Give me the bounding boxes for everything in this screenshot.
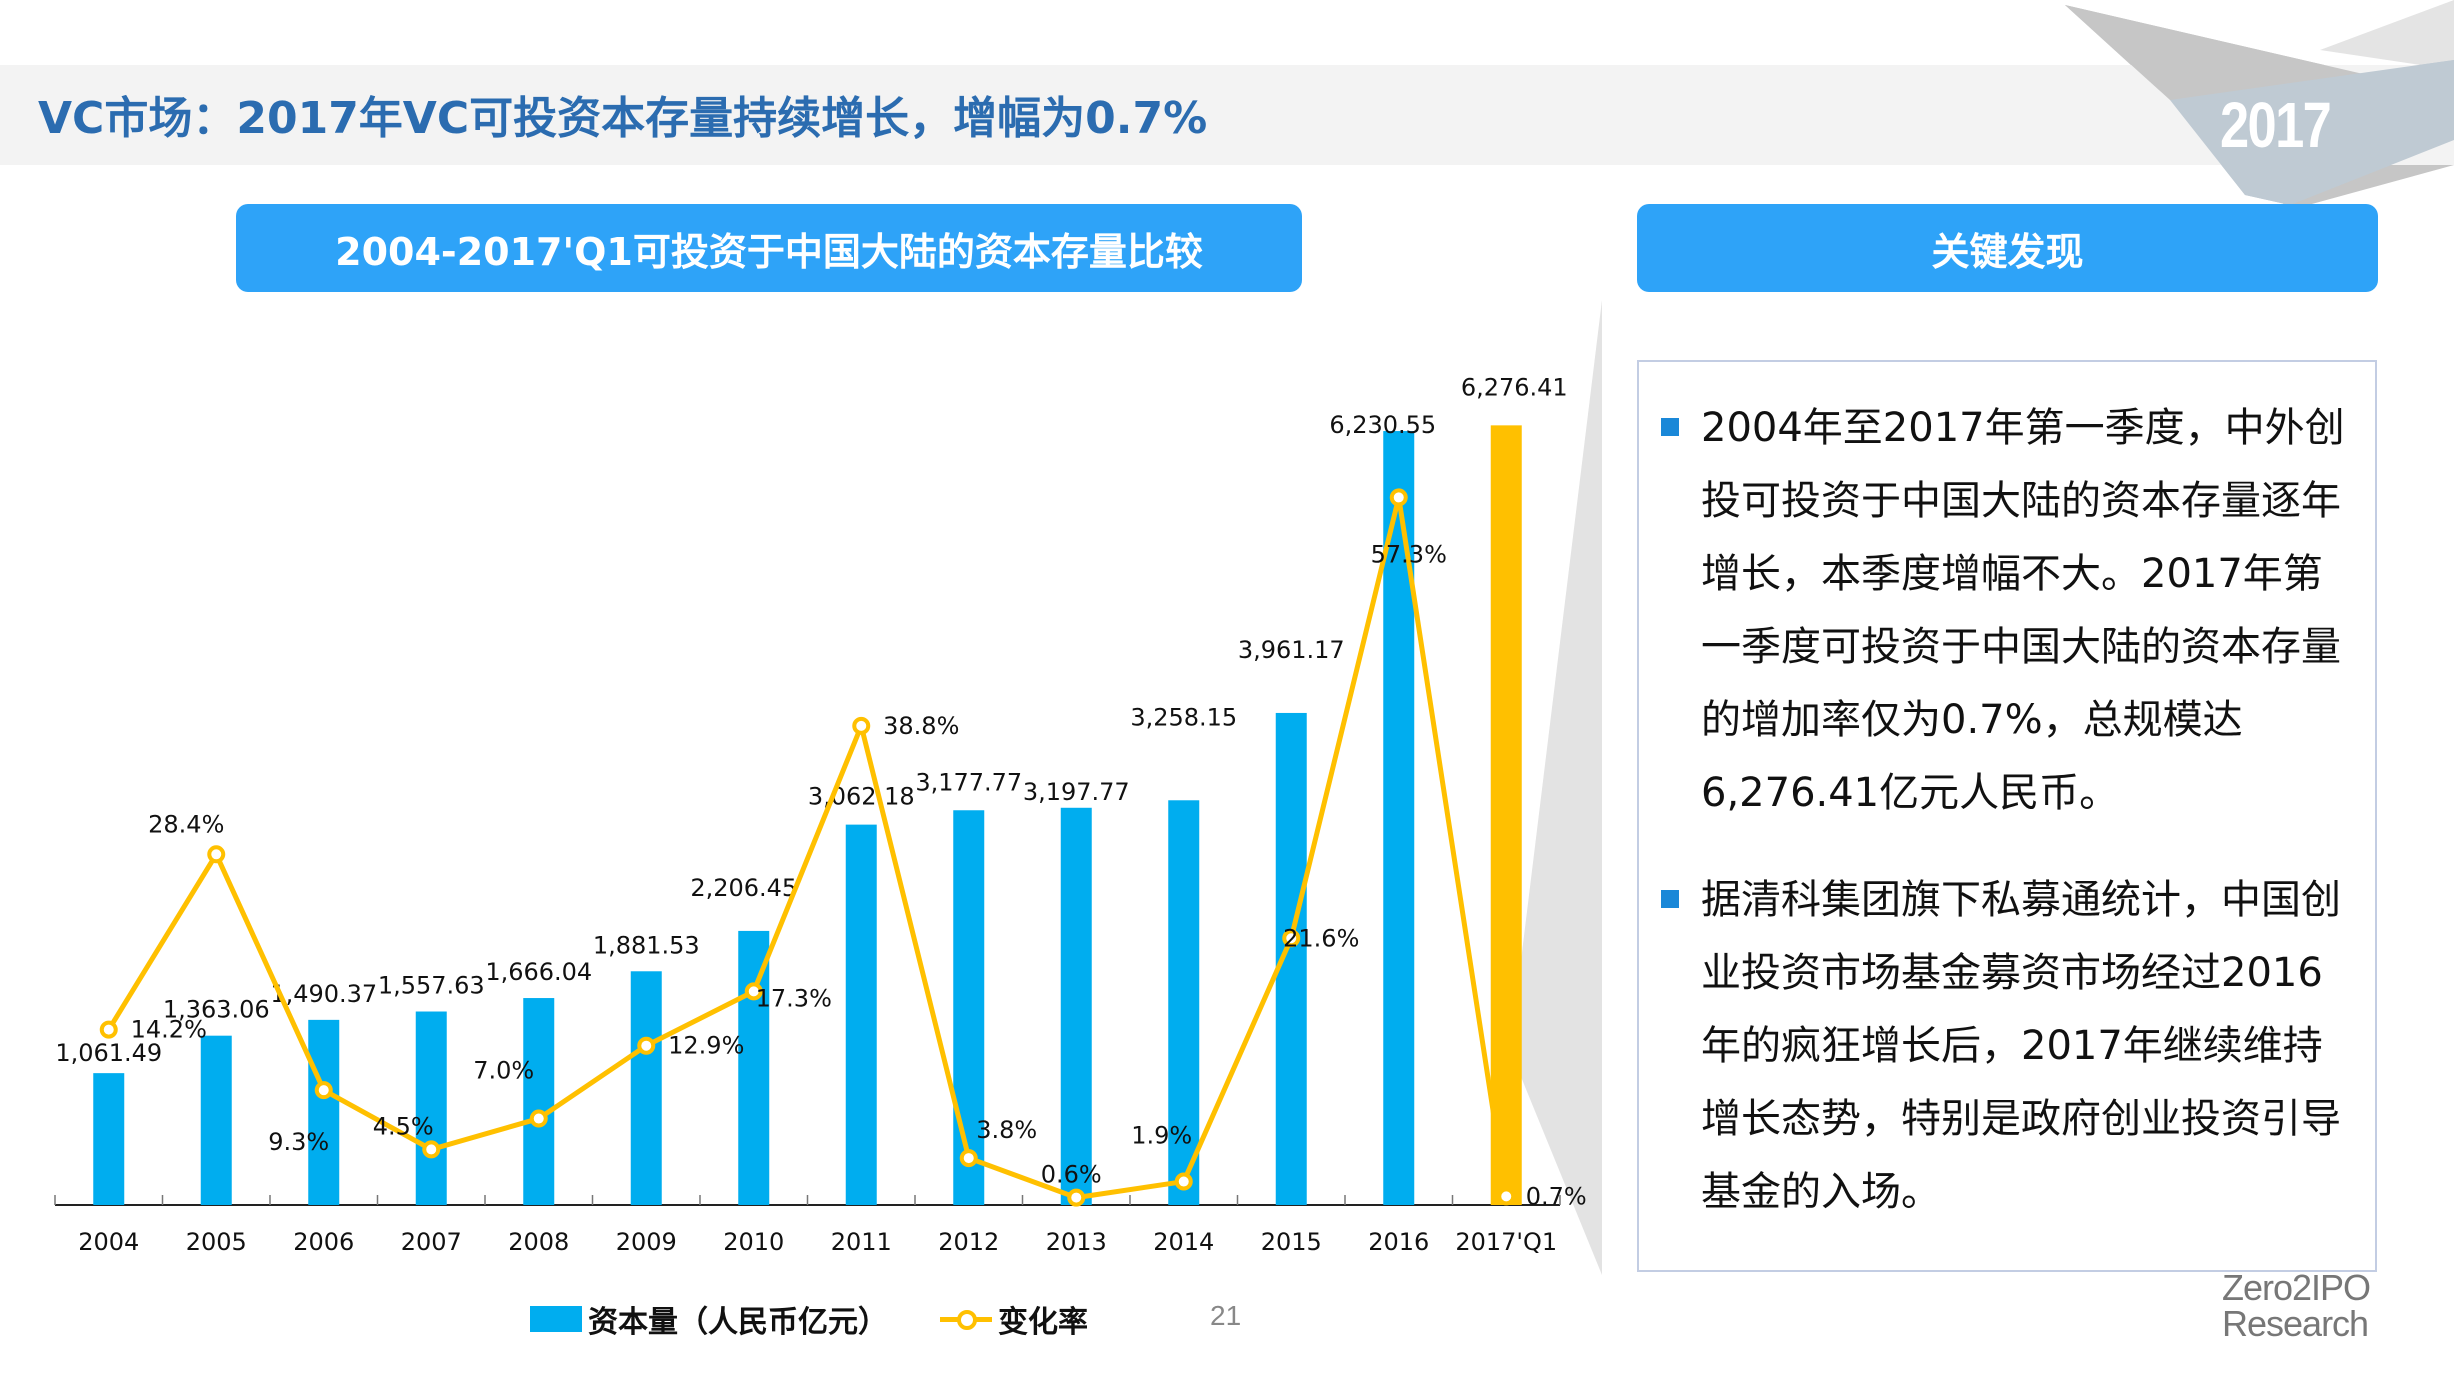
finding-item: 2004年至2017年第一季度，中外创投可投资于中国大陆的资本存量逐年增长，本季… xyxy=(1661,392,2351,830)
page-title: VC市场：2017年VC可投资本存量持续增长，增幅为0.7% xyxy=(38,93,1208,144)
x-tick-label: 2011 xyxy=(831,1228,892,1256)
bar-2008 xyxy=(523,998,555,1205)
x-tick-label: 2005 xyxy=(186,1228,247,1256)
bar-value-label: 1,490.37 xyxy=(270,980,377,1008)
deco-chevron-grey xyxy=(1510,300,1602,1275)
bar-value-label: 1,363.06 xyxy=(163,996,270,1024)
change-rate-point-2013 xyxy=(1067,1188,1086,1207)
findings-header: 关键发现 xyxy=(1637,204,2378,292)
x-tick-label: 2004 xyxy=(78,1228,139,1256)
x-tick-label: 2014 xyxy=(1153,1228,1214,1256)
bar-value-label: 3,197.77 xyxy=(1023,778,1130,806)
legend-bar-swatch xyxy=(530,1306,582,1332)
chart-header: 2004-2017'Q1可投资于中国大陆的资本存量比较 xyxy=(236,204,1302,292)
x-tick-label: 2009 xyxy=(616,1228,677,1256)
title-band xyxy=(0,65,2454,165)
finding-item: 据清科集团旗下私募通统计，中国创业投资市场基金募资市场经过2016年的疯狂增长后… xyxy=(1661,864,2351,1229)
change-rate-point-2011 xyxy=(852,716,871,735)
year-badge: 2017 xyxy=(2220,89,2332,161)
bar-value-label: 1,881.53 xyxy=(593,931,700,959)
chart: 1,061.491,363.061,490.37 1,557.63 1,666.04… xyxy=(54,373,1587,1256)
legend-line-label: 变化率 xyxy=(998,1305,1088,1340)
change-rate-point-2006 xyxy=(314,1081,333,1100)
change-rate-point-2010 xyxy=(744,982,763,1001)
bar-value-label: 1,061.49 xyxy=(55,1039,162,1067)
change-rate-point-2017'Q1 xyxy=(1497,1187,1516,1206)
bar-2012 xyxy=(953,810,985,1205)
legend-item-capital: 资本量（人民币亿元） xyxy=(530,1297,888,1341)
finding-text: 2004年至2017年第一季度，中外创投可投资于中国大陆的资本存量逐年增长，本季… xyxy=(1701,405,2345,816)
bar-2017'Q1 xyxy=(1490,425,1522,1206)
bar-2011 xyxy=(845,824,877,1205)
bar-value-label: 3,258.15 xyxy=(1130,703,1237,731)
x-tick-label: 2007 xyxy=(401,1228,462,1256)
bar-value-label: 1,666.04 xyxy=(485,958,592,986)
change-rate-label: 0.6% xyxy=(1041,1161,1102,1189)
change-rate-point-2005 xyxy=(207,845,226,864)
change-rate-label: 9.3% xyxy=(268,1128,329,1156)
change-rate-label: 0.7% xyxy=(1526,1182,1587,1210)
change-rate-label: 17.3% xyxy=(756,984,832,1012)
bar-2007 xyxy=(415,1011,447,1205)
change-rate-point-2012 xyxy=(959,1149,978,1168)
bar-2014 xyxy=(1168,800,1200,1205)
change-rate-label: 38.8% xyxy=(883,712,959,740)
change-rate-point-2009 xyxy=(637,1036,656,1055)
bar-value-label: 6,276.41 xyxy=(1461,373,1568,401)
deco-triangle-blue-over xyxy=(2170,60,2454,205)
change-rate-label: 28.4% xyxy=(148,810,224,838)
change-rate-point-2015 xyxy=(1282,929,1301,948)
bar-value-label: 2,206.45 xyxy=(690,874,797,902)
change-rate-line xyxy=(106,494,1509,1201)
change-rate-point-2004 xyxy=(99,1020,118,1039)
bar-value-label: 3,062.18 xyxy=(808,783,915,811)
x-tick-label: 2008 xyxy=(508,1228,569,1256)
page-number: 21 xyxy=(1210,1300,1242,1331)
change-rate-label: 3.8% xyxy=(976,1116,1037,1144)
change-rate-label: 1.9% xyxy=(1131,1122,1192,1150)
change-rate-point-2016 xyxy=(1389,488,1408,507)
x-tick-label: 2006 xyxy=(293,1228,354,1256)
logo-line1: Zero2IPO xyxy=(2222,1267,2371,1308)
change-rate-point-2008 xyxy=(529,1109,548,1128)
change-rate-label: 7.0% xyxy=(473,1057,534,1085)
change-rate-label: 21.6% xyxy=(1283,924,1359,952)
bar-2005 xyxy=(200,1035,232,1205)
change-rate-point-2007 xyxy=(422,1140,441,1159)
change-rate-label: 14.2% xyxy=(131,1016,207,1044)
legend-item-change-rate: 变化率 xyxy=(940,1297,1088,1341)
legend-bar-label: 资本量（人民币亿元） xyxy=(588,1305,888,1340)
bar-value-label: 3,177.77 xyxy=(915,768,1022,796)
x-tick-label: 2015 xyxy=(1261,1228,1322,1256)
bullet-square-icon xyxy=(1661,890,1679,908)
logo-line2: Research xyxy=(2222,1303,2369,1344)
bar-2013 xyxy=(1060,807,1092,1205)
bullet-square-icon xyxy=(1661,418,1679,436)
bar-value-label: 6,230.55 xyxy=(1329,411,1436,439)
bar-2004 xyxy=(93,1073,125,1205)
x-tick-label: 2016 xyxy=(1368,1228,1429,1256)
x-tick-label: 2010 xyxy=(723,1228,784,1256)
bar-2010 xyxy=(738,930,770,1205)
x-tick-label: 2012 xyxy=(938,1228,999,1256)
bar-value-label: 3,961.17 xyxy=(1238,636,1345,664)
change-rate-label: 12.9% xyxy=(668,1032,744,1060)
change-rate-label: 4.5% xyxy=(373,1112,434,1140)
x-tick-label: 2017'Q1 xyxy=(1455,1228,1557,1256)
x-tick-label: 2013 xyxy=(1046,1228,1107,1256)
bar-2009 xyxy=(630,971,662,1205)
bar-2006 xyxy=(308,1019,340,1205)
finding-text: 据清科集团旗下私募通统计，中国创业投资市场基金募资市场经过2016年的疯狂增长后… xyxy=(1701,877,2341,1215)
legend-line-swatch xyxy=(940,1306,992,1332)
deco-triangle-light xyxy=(2320,0,2454,70)
zero2ipo-logo: Zero2IPO Research xyxy=(2222,1267,2371,1344)
change-rate-label: 57.3% xyxy=(1371,540,1447,568)
bar-value-label: 1,557.63 xyxy=(378,972,485,1000)
findings-box: 2004年至2017年第一季度，中外创投可投资于中国大陆的资本存量逐年增长，本季… xyxy=(1637,360,2377,1272)
change-rate-point-2014 xyxy=(1174,1172,1193,1191)
